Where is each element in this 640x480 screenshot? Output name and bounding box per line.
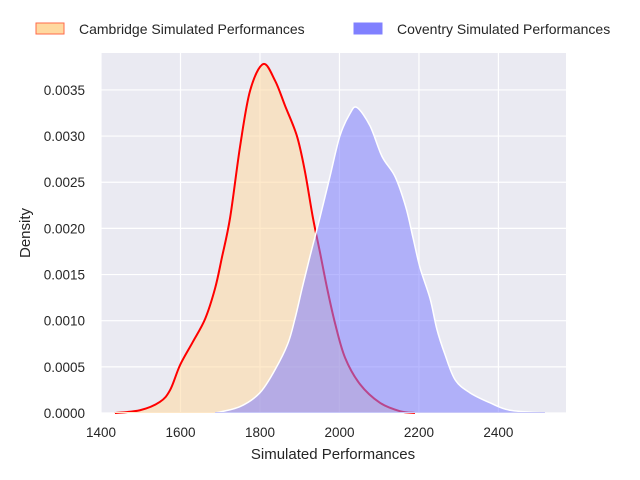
legend: Cambridge Simulated Performances Coventr… xyxy=(35,21,610,37)
y-tick-label: 0.0025 xyxy=(44,175,85,190)
y-tick-label: 0.0030 xyxy=(44,129,85,144)
legend-label-coventry: Coventry Simulated Performances xyxy=(397,21,610,37)
legend-item-cambridge: Cambridge Simulated Performances xyxy=(35,21,305,37)
y-tick-label: 0.0010 xyxy=(44,314,85,329)
x-tick-label: 1400 xyxy=(86,425,116,440)
legend-swatch-coventry xyxy=(353,22,383,35)
y-tick-label: 0.0005 xyxy=(44,360,85,375)
density-line-coventry xyxy=(214,106,545,414)
density-area-cambridge xyxy=(114,63,415,413)
y-tick-label: 0.0015 xyxy=(44,268,85,283)
legend-swatch-cambridge xyxy=(35,22,65,35)
y-tick-label: 0.0020 xyxy=(44,221,85,236)
y-tick-labels: 0.0000 0.0005 0.0010 0.0015 0.0020 0.0025 0.00… xyxy=(44,83,85,421)
legend-item-coventry: Coventry Simulated Performances xyxy=(353,21,610,37)
x-tick-labels: 1400 1600 1800 2000 2200 2400 xyxy=(86,425,513,440)
x-tick-label: 2400 xyxy=(483,425,513,440)
x-tick-label: 1600 xyxy=(165,425,195,440)
legend-label-cambridge: Cambridge Simulated Performances xyxy=(79,21,305,37)
x-tick-label: 1800 xyxy=(245,425,275,440)
x-axis-label: Simulated Performances xyxy=(251,446,415,463)
x-tick-label: 2000 xyxy=(324,425,354,440)
y-tick-label: 0.0000 xyxy=(44,406,85,421)
x-tick-label: 2200 xyxy=(404,425,434,440)
series-layer xyxy=(114,63,545,414)
y-axis-label: Density xyxy=(17,207,34,258)
y-tick-label: 0.0035 xyxy=(44,83,85,98)
density-area-coventry xyxy=(215,106,545,413)
